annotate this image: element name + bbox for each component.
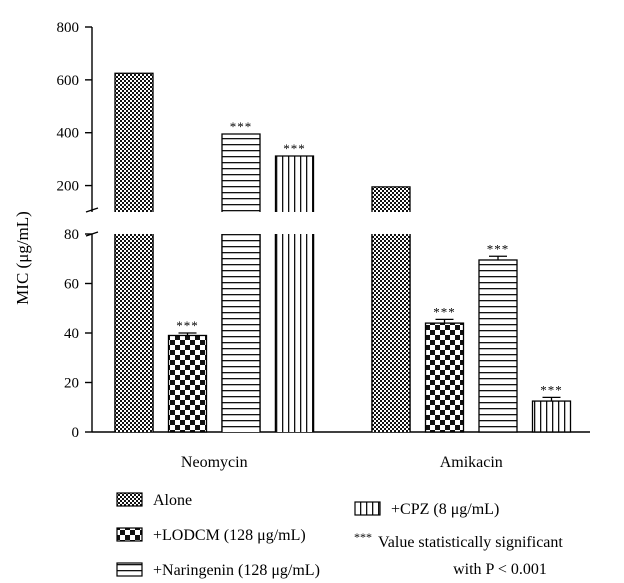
bars: *** *** *** *** *** *** bbox=[114, 72, 572, 433]
legend-item-2: +Naringenin (128 μg/mL) bbox=[116, 562, 320, 579]
legend-item-3: +CPZ (8 μg/mL) bbox=[354, 501, 499, 518]
bar-lower-segment bbox=[372, 234, 410, 432]
y-tick-label: 60 bbox=[64, 277, 79, 293]
bar-edge bbox=[114, 72, 154, 212]
legend-item-0: Alone bbox=[116, 492, 192, 509]
significance-marker: *** bbox=[176, 318, 199, 333]
bar-edge bbox=[274, 234, 315, 432]
bar-lower-segment bbox=[222, 234, 260, 432]
y-tick-label: 600 bbox=[57, 73, 80, 89]
significance-marker: *** bbox=[283, 141, 306, 156]
legend-label: Alone bbox=[153, 492, 192, 509]
bar-edge bbox=[221, 133, 261, 212]
bar-amikacin-2: *** bbox=[478, 241, 518, 433]
bar-edge bbox=[274, 155, 315, 212]
legend-swatch bbox=[116, 492, 143, 507]
bar-edge bbox=[371, 234, 411, 432]
bar bbox=[424, 322, 465, 433]
bar-amikacin-0 bbox=[371, 186, 411, 432]
legend-note-marker: *** bbox=[354, 530, 372, 544]
axis-break-mark bbox=[85, 207, 99, 213]
bar-edge bbox=[221, 234, 261, 432]
bar-neomycin-3: *** bbox=[274, 141, 315, 432]
bar-upper-segment bbox=[372, 186, 410, 212]
bar-neomycin-2: *** bbox=[221, 119, 261, 432]
y-tick-label: 400 bbox=[57, 126, 80, 142]
bar bbox=[531, 400, 572, 433]
bar-edge bbox=[371, 186, 411, 212]
legend-label: +CPZ (8 μg/mL) bbox=[391, 501, 499, 518]
significance-marker: *** bbox=[230, 119, 253, 134]
legend-item-1: +LODCM (128 μg/mL) bbox=[116, 527, 306, 544]
legend-note-text: Value statistically significant bbox=[378, 534, 563, 551]
bar-edge bbox=[114, 234, 154, 432]
bar-neomycin-1: *** bbox=[167, 318, 208, 433]
bar-amikacin-3: *** bbox=[531, 382, 572, 433]
x-tick-labels: Neomycin Amikacin bbox=[181, 454, 503, 471]
bar-upper-segment bbox=[222, 134, 260, 212]
legend-note: *** Value statistically significant with P… bbox=[354, 530, 563, 578]
legend-swatch bbox=[116, 527, 143, 542]
y-tick-label: 40 bbox=[64, 326, 79, 342]
significance-marker: *** bbox=[487, 241, 510, 256]
legend-label: +LODCM (128 μg/mL) bbox=[153, 527, 306, 544]
bar bbox=[478, 259, 518, 433]
y-tick-label: 800 bbox=[57, 20, 80, 36]
legend-swatch bbox=[354, 501, 381, 516]
significance-marker: *** bbox=[433, 304, 456, 319]
x-tick-label: Neomycin bbox=[181, 454, 248, 471]
legend-note-text: with P < 0.001 bbox=[453, 561, 547, 578]
y-tick-label: 0 bbox=[72, 425, 80, 441]
bar-amikacin-1: *** bbox=[424, 304, 465, 433]
y-axis-label: MIC (μg/mL) bbox=[13, 211, 32, 305]
y-tick-label: 20 bbox=[64, 376, 79, 392]
y-tick-label: 200 bbox=[57, 179, 80, 195]
bar bbox=[167, 334, 208, 433]
legend: Alone +LODCM (128 μg/mL) +Naringenin (128 … bbox=[116, 492, 563, 579]
bar-lower-segment bbox=[275, 234, 314, 432]
bar-lower-segment bbox=[115, 234, 153, 432]
legend-swatch bbox=[116, 562, 143, 577]
x-tick-label: Amikacin bbox=[440, 454, 503, 471]
axes: 0 20 40 60 80 200 400 600 800 bbox=[57, 20, 590, 441]
bar-upper-segment bbox=[275, 155, 314, 212]
bar-upper-segment bbox=[115, 73, 153, 212]
legend-label: +Naringenin (128 μg/mL) bbox=[153, 562, 320, 579]
significance-marker: *** bbox=[540, 382, 563, 397]
bar-neomycin-0 bbox=[114, 72, 154, 432]
y-tick-label: 80 bbox=[64, 227, 79, 243]
